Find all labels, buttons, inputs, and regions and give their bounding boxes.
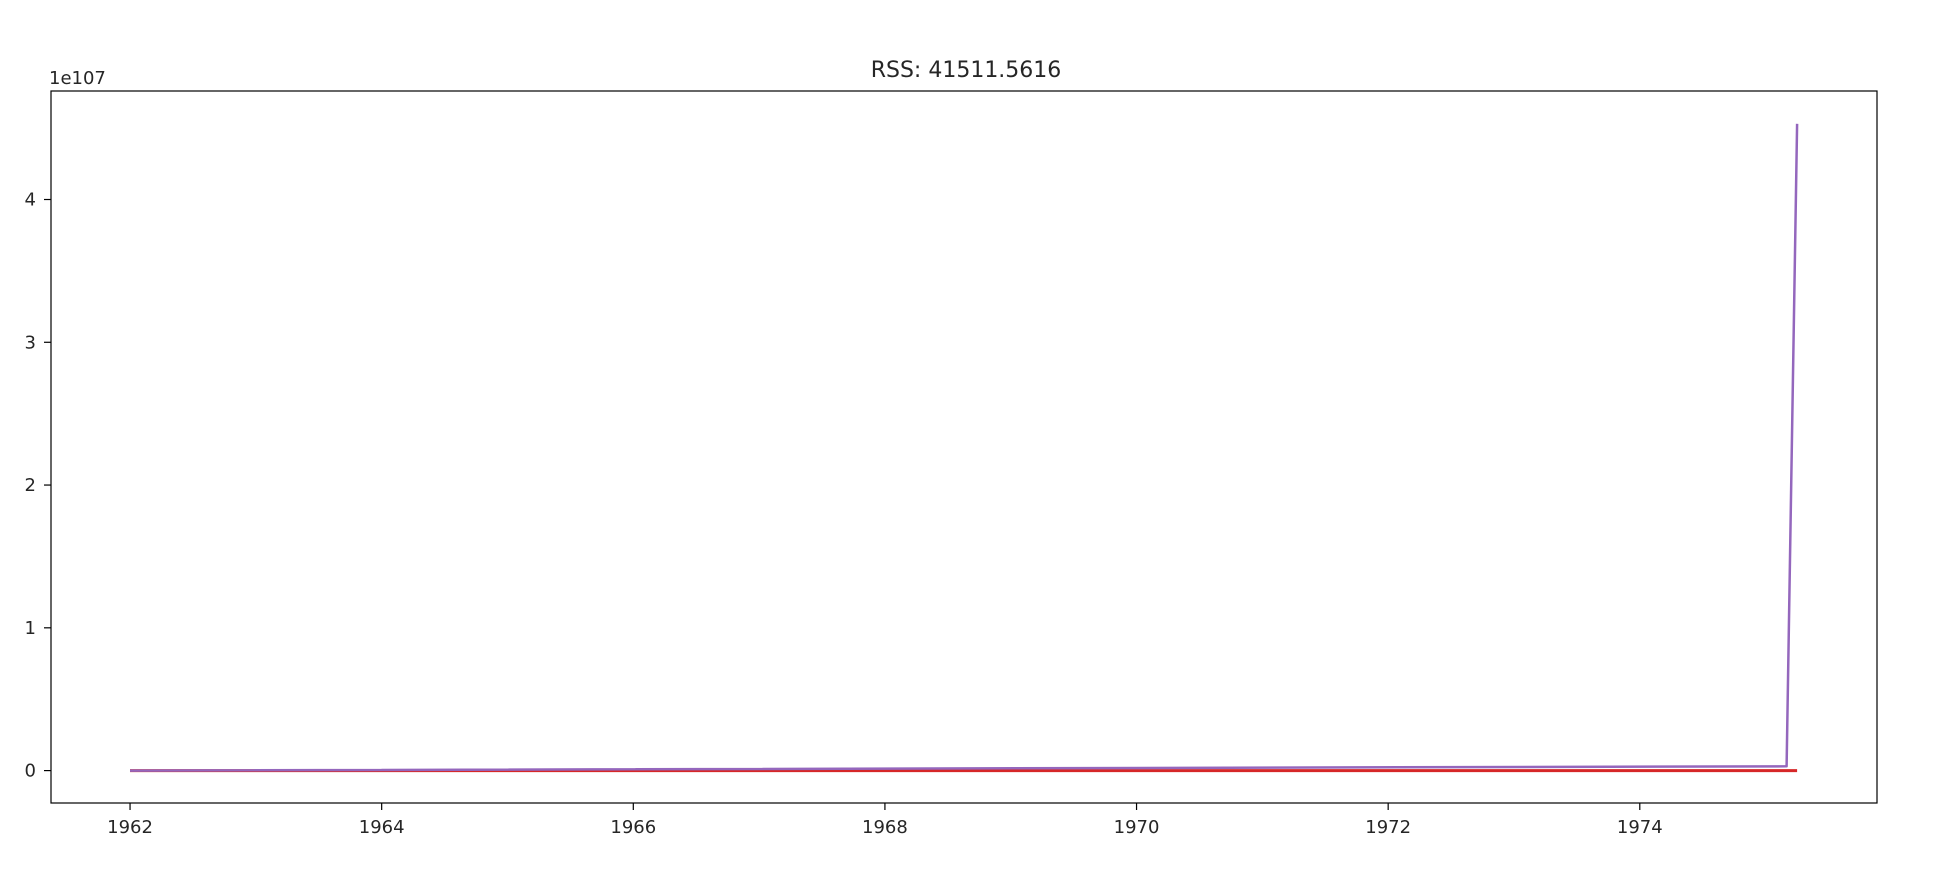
x-tick-label: 1974 (1617, 817, 1663, 838)
x-tick-label: 1962 (107, 817, 153, 838)
plot-frame (50, 90, 1878, 804)
x-tick-label: 1968 (862, 817, 908, 838)
x-tick-label: 1964 (359, 817, 405, 838)
y-tick-label: 4 (25, 190, 36, 211)
y-axis: 0 1 2 3 4 (25, 190, 51, 782)
x-tick-label: 1970 (1114, 817, 1160, 838)
x-tick-label: 1966 (610, 817, 656, 838)
plot-area (129, 123, 1799, 773)
x-axis: 1962 1964 1966 1968 1970 1972 1974 (107, 803, 1663, 838)
x-tick-label: 1972 (1365, 817, 1411, 838)
y-axis-offset-label: 1e107 (49, 68, 106, 89)
y-tick-label: 2 (25, 475, 36, 496)
y-tick-label: 1 (25, 618, 36, 639)
y-tick-label: 0 (25, 761, 36, 782)
chart-title: RSS: 41511.5616 (871, 58, 1062, 83)
y-tick-label: 3 (25, 332, 36, 353)
series-line-2 (129, 123, 1799, 772)
